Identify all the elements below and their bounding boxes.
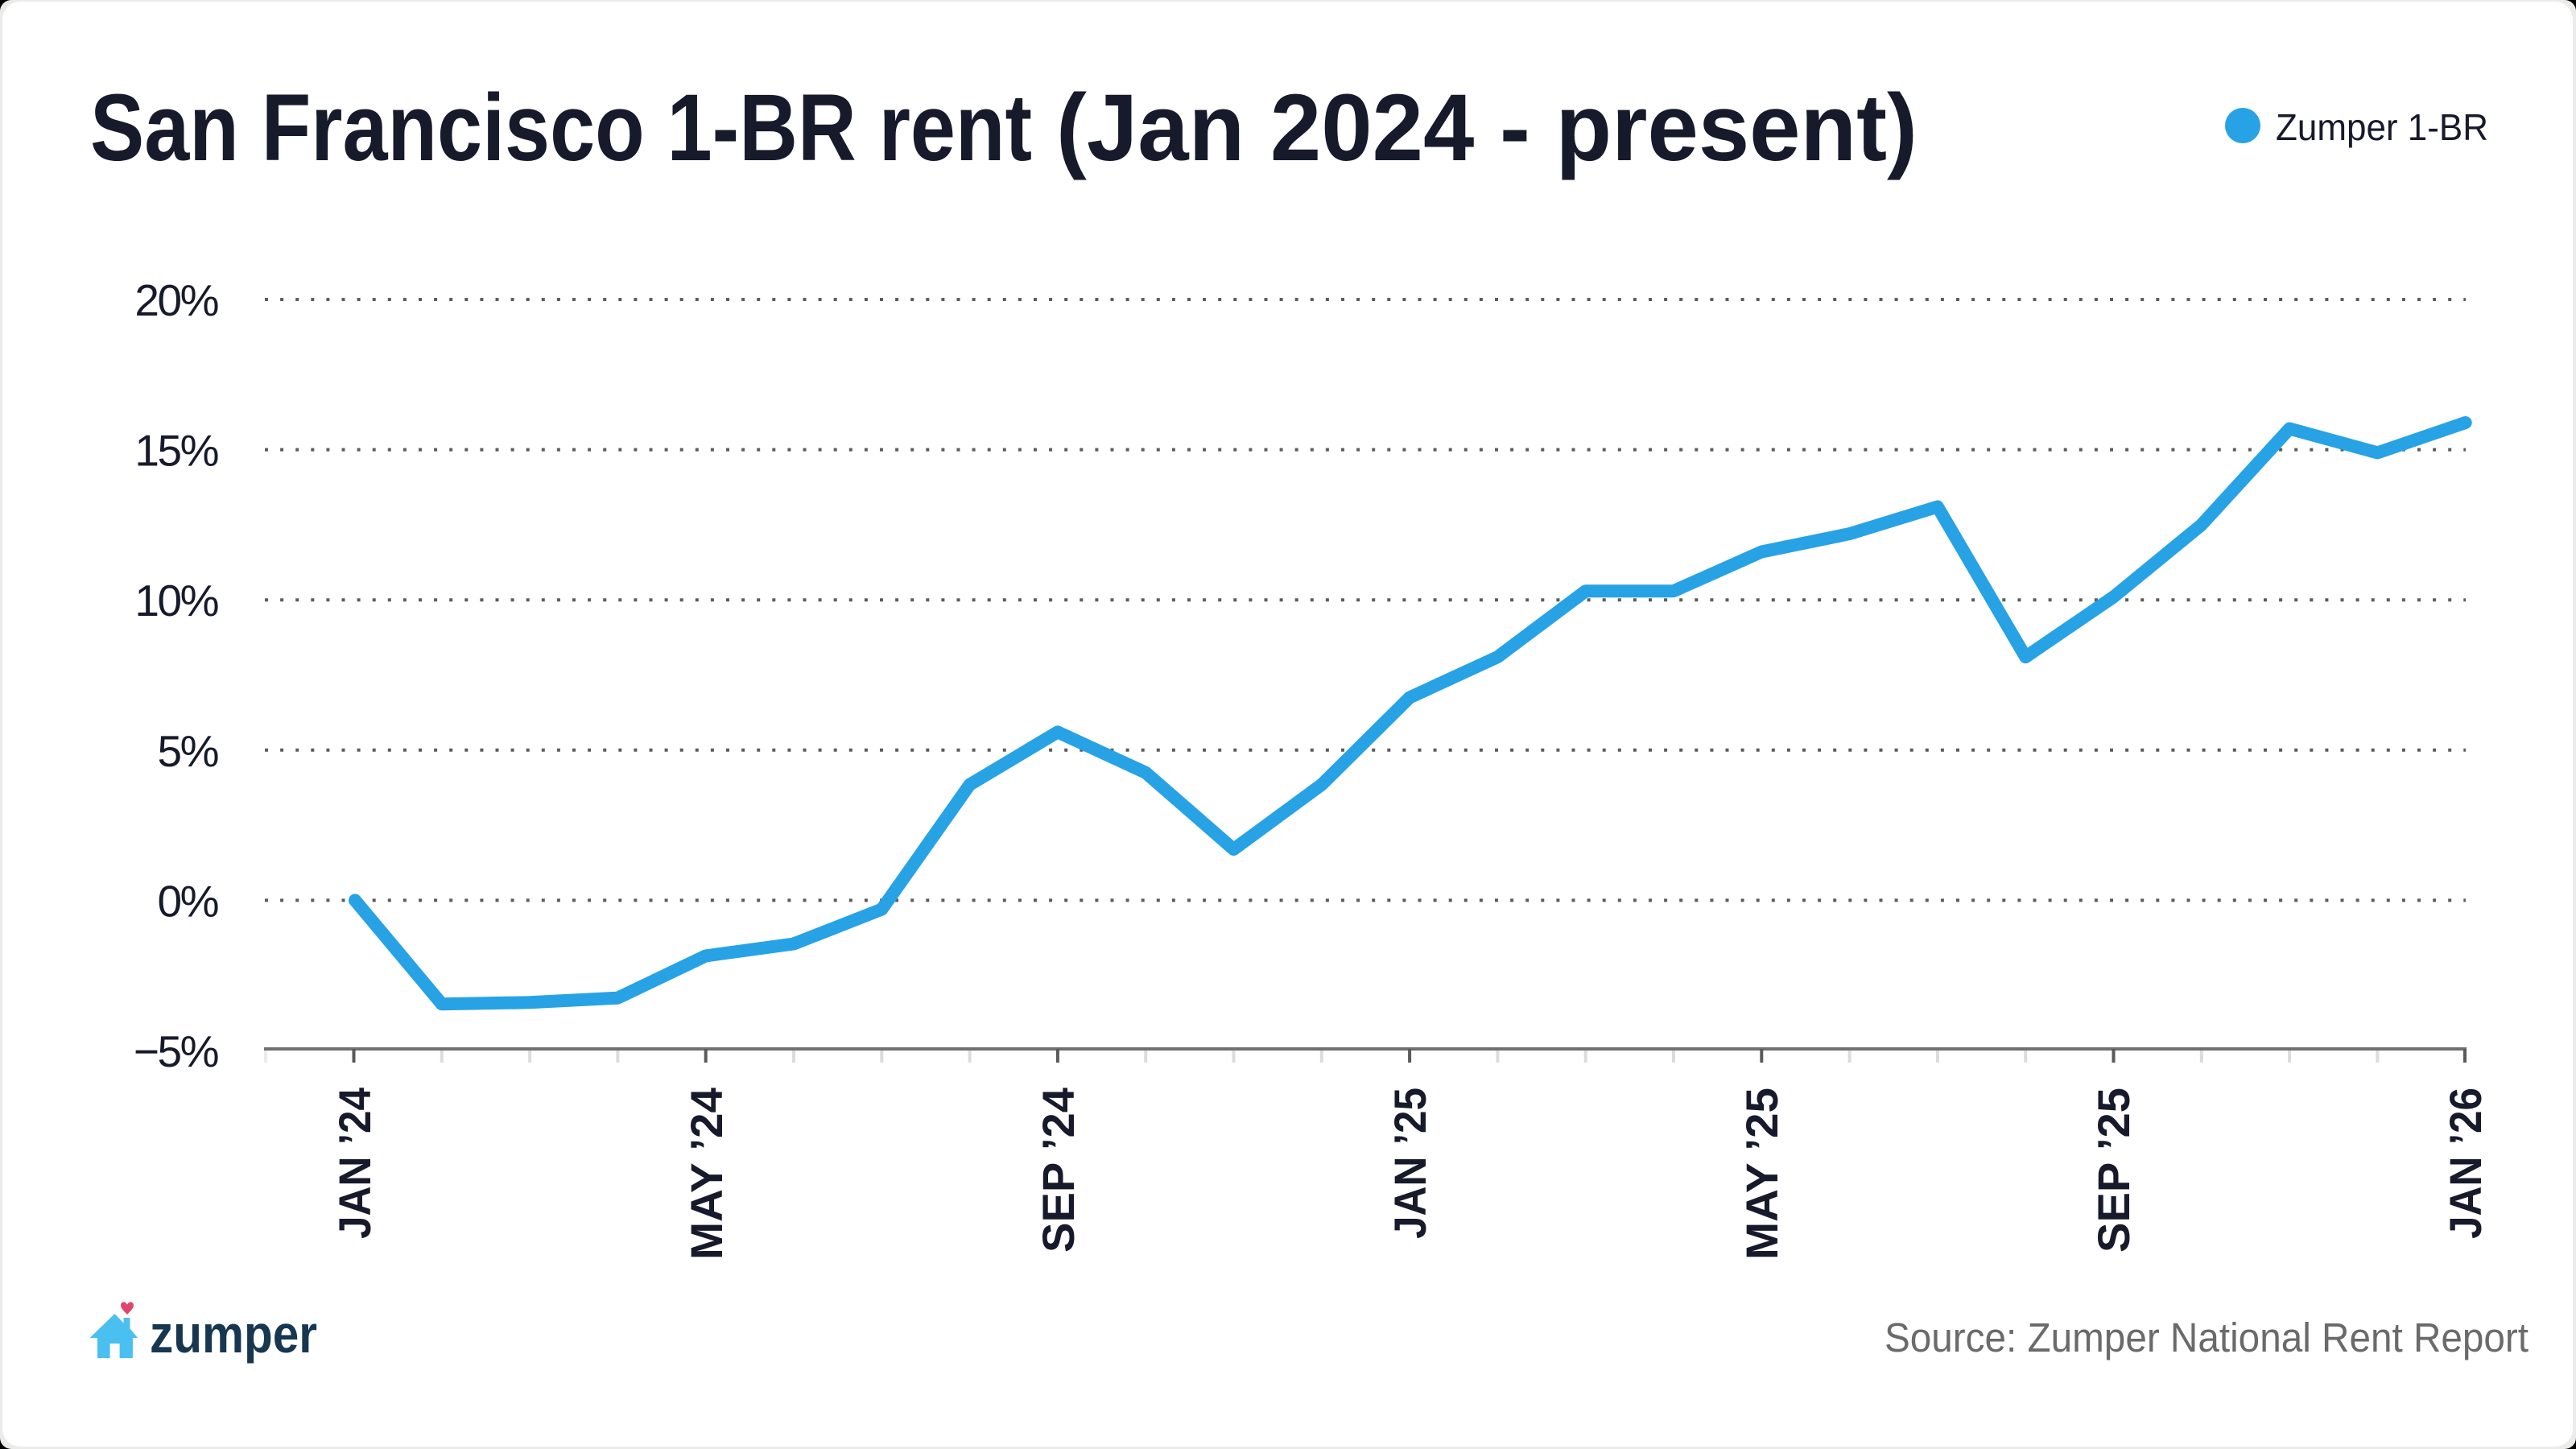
svg-text:JAN ’26: JAN ’26 [2440,1088,2491,1239]
svg-text:20%: 20% [134,275,217,325]
svg-text:SEP ’25: SEP ’25 [2088,1088,2139,1253]
svg-text:San Francisco 1-BR rent: San Francisco 1-BR rent [90,75,1032,181]
svg-text:Source: Zumper National Rent R: Source: Zumper National Rent Report [1885,1315,2529,1360]
svg-text:10%: 10% [134,576,217,625]
svg-text:SEP ’24: SEP ’24 [1033,1088,1084,1253]
svg-text:15%: 15% [134,426,217,476]
svg-text:MAY ’25: MAY ’25 [1736,1088,1787,1260]
svg-text:Zumper 1-BR: Zumper 1-BR [2276,106,2488,148]
svg-text:5%: 5% [158,726,218,776]
svg-text:JAN ’25: JAN ’25 [1385,1088,1435,1239]
svg-text:JAN ’24: JAN ’24 [329,1088,380,1239]
svg-text:zumper: zumper [150,1304,317,1364]
svg-text:MAY ’24: MAY ’24 [681,1088,732,1260]
svg-text:−5%: −5% [134,1026,218,1076]
svg-text:0%: 0% [158,876,218,926]
svg-text:(Jan 2024 - present): (Jan 2024 - present) [1056,75,1918,181]
